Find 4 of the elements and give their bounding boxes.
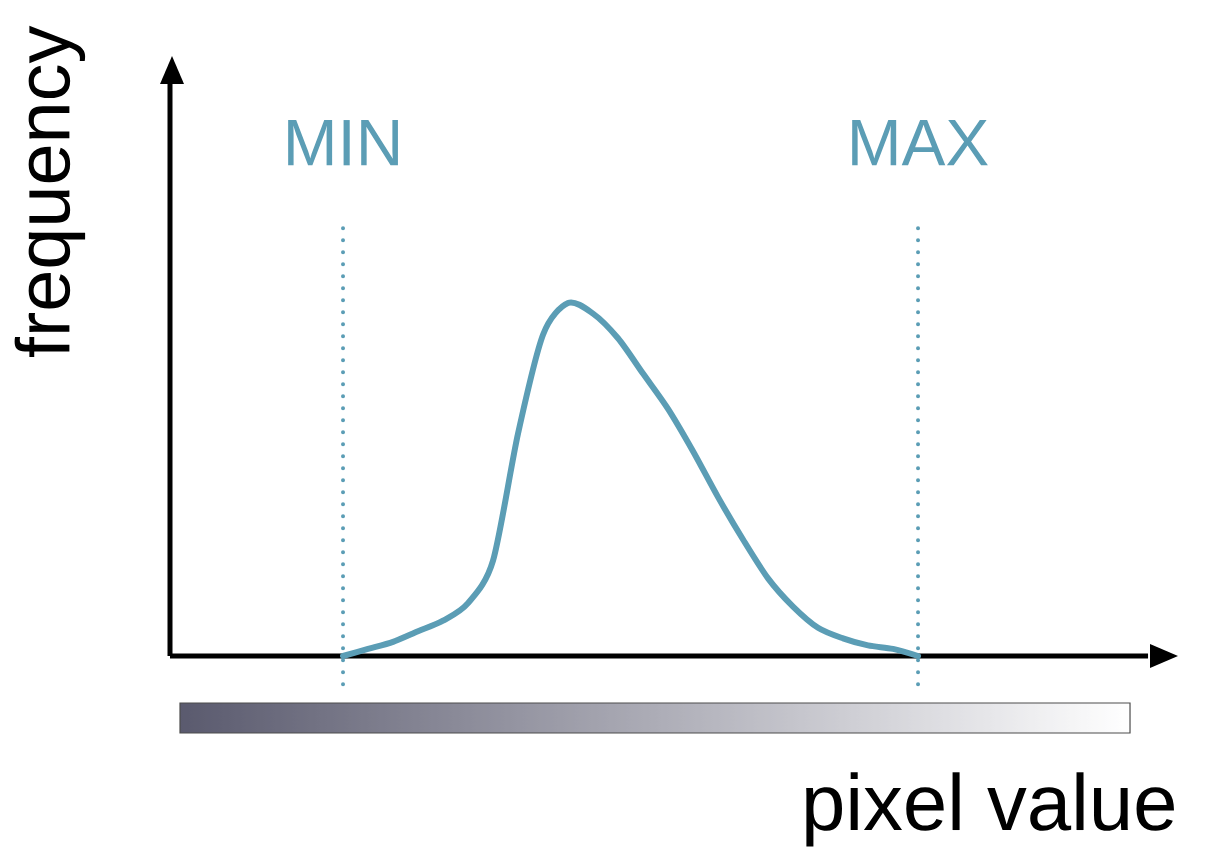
x-axis-title: pixel value — [806, 772, 1174, 847]
text: MAX — [852, 120, 988, 166]
y-axis-title: frequency — [14, 25, 86, 358]
text: MIN — [288, 120, 398, 166]
